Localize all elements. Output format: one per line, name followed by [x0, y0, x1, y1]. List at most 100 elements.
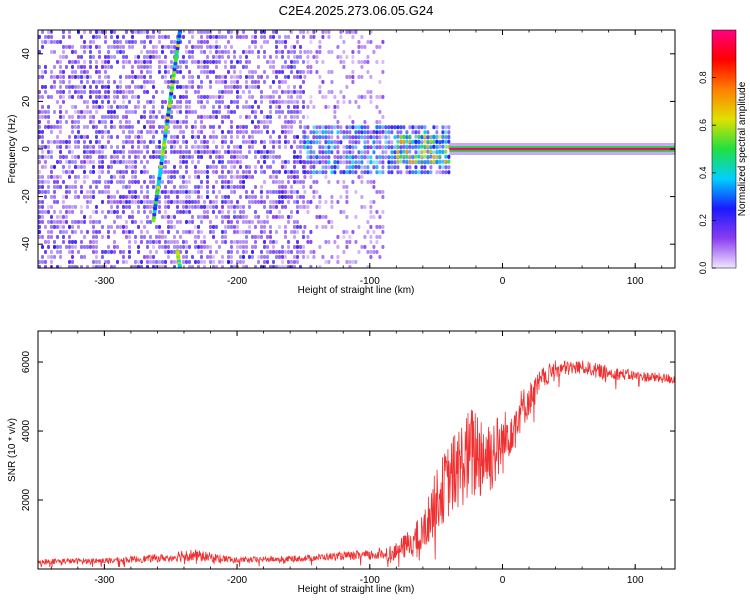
spectrogram-cell	[239, 150, 242, 154]
spectrogram-cell	[447, 130, 451, 135]
spectrogram-cell	[119, 45, 122, 49]
spectrogram-cell	[218, 260, 221, 264]
spectrogram-cell	[197, 185, 200, 189]
colorbar-tick-label: 0.2	[698, 214, 708, 227]
spectrogram-cell	[92, 145, 95, 149]
spectrogram-cell	[227, 110, 230, 114]
spectrogram-cell	[53, 80, 56, 84]
spectrogram-cell	[348, 130, 352, 135]
spectrogram-cell	[245, 60, 248, 64]
spectrogram-cell	[432, 139, 436, 144]
spectrogram-cell	[116, 180, 119, 184]
spectrogram-cell	[176, 105, 179, 109]
spectrogram-cell	[149, 200, 152, 204]
spectrogram-cell	[354, 215, 358, 219]
spectrogram-cell	[287, 245, 290, 249]
spectrogram-cell	[414, 150, 418, 155]
spectrogram-cell	[221, 180, 224, 184]
spectrogram-cell	[107, 85, 110, 89]
spectrogram-cell	[248, 60, 251, 64]
spectrogram-cell	[293, 180, 296, 184]
spectrogram-cell	[218, 30, 221, 34]
spectrogram-cell	[390, 140, 394, 145]
spectrogram-cell	[50, 85, 53, 89]
spectrogram-cell	[47, 245, 50, 249]
spectrogram-cell	[387, 130, 391, 135]
spectrogram-cell	[146, 30, 149, 34]
spectrogram-cell	[83, 175, 86, 179]
spectrogram-cell	[411, 154, 415, 159]
spectrogram-cell	[65, 160, 68, 164]
spectrogram-cell	[53, 245, 56, 249]
spectrogram-cell	[131, 180, 134, 184]
spectrogram-cell	[396, 170, 400, 175]
spectrogram-cell	[44, 190, 47, 194]
spectrogram-cell	[293, 90, 296, 94]
spectrogram-cell	[71, 65, 74, 69]
spectrogram-cell	[113, 250, 116, 254]
spectrogram-cell	[302, 100, 305, 104]
spectrogram-cell	[405, 130, 409, 135]
spectrogram-cell	[68, 35, 71, 39]
spectrogram-cell	[278, 70, 281, 74]
spectrogram-cell	[140, 50, 143, 54]
spectrogram-cell	[173, 170, 176, 174]
spectrogram-cell	[381, 160, 385, 165]
spectrogram-cell	[345, 215, 349, 219]
spectrogram-cell	[366, 265, 370, 268]
spectrogram-cell	[251, 120, 254, 124]
spectrogram-cell	[306, 235, 310, 239]
spectrogram-cell	[315, 215, 319, 219]
trace-cell	[154, 194, 159, 199]
spectrogram-cell	[95, 110, 98, 114]
spectrogram-cell	[128, 190, 131, 194]
spectrogram-cell	[149, 125, 152, 129]
spectrogram-cell	[348, 235, 352, 239]
spectrogram-cell	[363, 140, 367, 145]
spectrogram-cell	[191, 205, 194, 209]
spectrogram-cell	[128, 135, 131, 139]
spectrogram-cell	[140, 260, 143, 264]
spectrogram-cell	[92, 220, 95, 224]
spectrogram-cell	[242, 65, 245, 69]
spectrogram-cell	[173, 200, 176, 204]
spectrogram-cell	[191, 155, 194, 159]
spectrogram-cell	[254, 210, 257, 214]
spectrogram-cell	[260, 200, 263, 204]
spectrogram-cell	[98, 155, 101, 159]
spectrogram-cell	[143, 85, 146, 89]
spectrogram-cell	[378, 225, 382, 229]
spectrogram-cell	[80, 45, 83, 49]
spectrogram-cell	[86, 175, 89, 179]
spectrogram-cell	[296, 195, 299, 199]
spectrogram-cell	[152, 260, 155, 264]
spectrogram-cell	[167, 35, 170, 39]
spectrogram-cell	[161, 245, 164, 249]
spectrogram-cell	[321, 60, 325, 64]
spectrogram-cell	[287, 215, 290, 219]
spectrogram-cell	[275, 175, 278, 179]
spectrogram-cell	[122, 230, 125, 234]
spectrogram-cell	[278, 95, 281, 99]
spectrogram-cell	[399, 139, 403, 144]
spectrogram-cell	[152, 130, 155, 134]
spectrogram-cell	[221, 160, 224, 164]
spectrogram-cell	[387, 135, 391, 140]
spectrogram-cell	[47, 220, 50, 224]
spectrogram-cell	[296, 60, 299, 64]
spectrogram-cell	[95, 210, 98, 214]
spectrogram-cell	[242, 185, 245, 189]
spectrogram-cell	[146, 255, 149, 259]
spectrogram-cell	[251, 220, 254, 224]
spectrogram-cell	[197, 40, 200, 44]
spectrogram-cell	[293, 75, 296, 79]
spectrogram-cell	[137, 210, 140, 214]
spectrogram-cell	[104, 55, 107, 59]
spectrogram-cell	[296, 155, 299, 159]
spectrogram-cell	[53, 65, 56, 69]
spectrogram-cell	[71, 60, 74, 64]
spectrogram-cell	[299, 55, 302, 59]
spectrogram-cell	[290, 230, 293, 234]
spectrogram-cell	[363, 145, 367, 150]
spectrogram-cell	[206, 100, 209, 104]
